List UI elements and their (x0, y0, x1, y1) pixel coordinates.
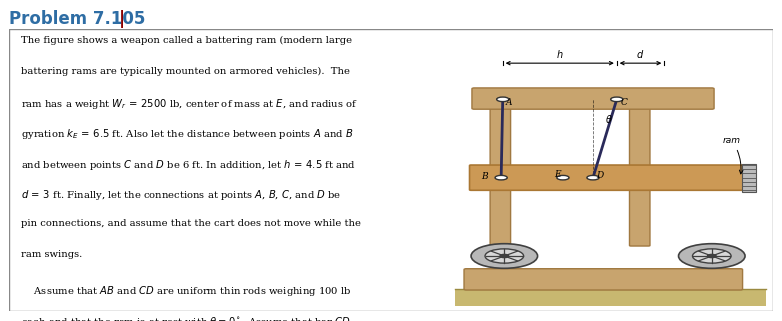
FancyBboxPatch shape (472, 88, 714, 109)
Text: Assume that $AB$ and $CD$ are uniform thin rods weighing 100 lb: Assume that $AB$ and $CD$ are uniform th… (21, 284, 351, 298)
Text: each and that the ram is at rest with $\theta = 0^\circ$. Assume that bar $CD$: each and that the ram is at rest with $\… (21, 315, 351, 321)
Text: $d\,=\,3$ ft. Finally, let the connections at points $A$, $B$, $C$, and $D$ be: $d\,=\,3$ ft. Finally, let the connectio… (21, 188, 341, 203)
Text: A: A (506, 98, 512, 107)
Text: ram swings.: ram swings. (21, 249, 82, 258)
Circle shape (485, 249, 524, 263)
Text: $d$: $d$ (637, 48, 644, 60)
Circle shape (693, 249, 731, 263)
Text: battering rams are typically mounted on armored vehicles).  The: battering rams are typically mounted on … (21, 66, 350, 75)
FancyBboxPatch shape (630, 100, 650, 246)
Circle shape (497, 97, 509, 101)
Text: pin connections, and assume that the cart does not move while the: pin connections, and assume that the car… (21, 219, 361, 228)
Circle shape (495, 175, 508, 180)
Bar (455, 289, 766, 306)
Circle shape (587, 175, 599, 180)
Circle shape (500, 255, 508, 258)
FancyBboxPatch shape (469, 165, 745, 190)
Text: and between points $C$ and $D$ be 6 ft. In addition, let $h\,=\,4.5$ ft and: and between points $C$ and $D$ be 6 ft. … (21, 158, 356, 172)
Text: The figure shows a weapon called a battering ram (modern large: The figure shows a weapon called a batte… (21, 36, 352, 45)
Text: |: | (119, 10, 125, 28)
Circle shape (708, 255, 716, 258)
Text: $h$: $h$ (556, 48, 564, 60)
Circle shape (557, 175, 569, 180)
Circle shape (471, 244, 537, 268)
Text: Problem 7.105: Problem 7.105 (9, 10, 152, 28)
Text: $\theta$: $\theta$ (605, 113, 613, 125)
Bar (742, 163, 756, 192)
Text: ram: ram (723, 136, 743, 174)
FancyBboxPatch shape (464, 269, 743, 290)
Text: ram has a weight $W_r\,=\,2500$ lb, center of mass at $E$, and radius of: ram has a weight $W_r\,=\,2500$ lb, cent… (21, 97, 358, 111)
Text: E: E (554, 170, 561, 179)
Circle shape (611, 97, 623, 101)
FancyBboxPatch shape (490, 100, 511, 246)
Circle shape (679, 244, 745, 268)
Text: gyration $k_E\,=\,6.5$ ft. Also let the distance between points $A$ and $B$: gyration $k_E\,=\,6.5$ ft. Also let the … (21, 127, 353, 142)
Text: C: C (620, 98, 627, 107)
Text: D: D (596, 171, 604, 180)
Text: B: B (481, 172, 488, 181)
